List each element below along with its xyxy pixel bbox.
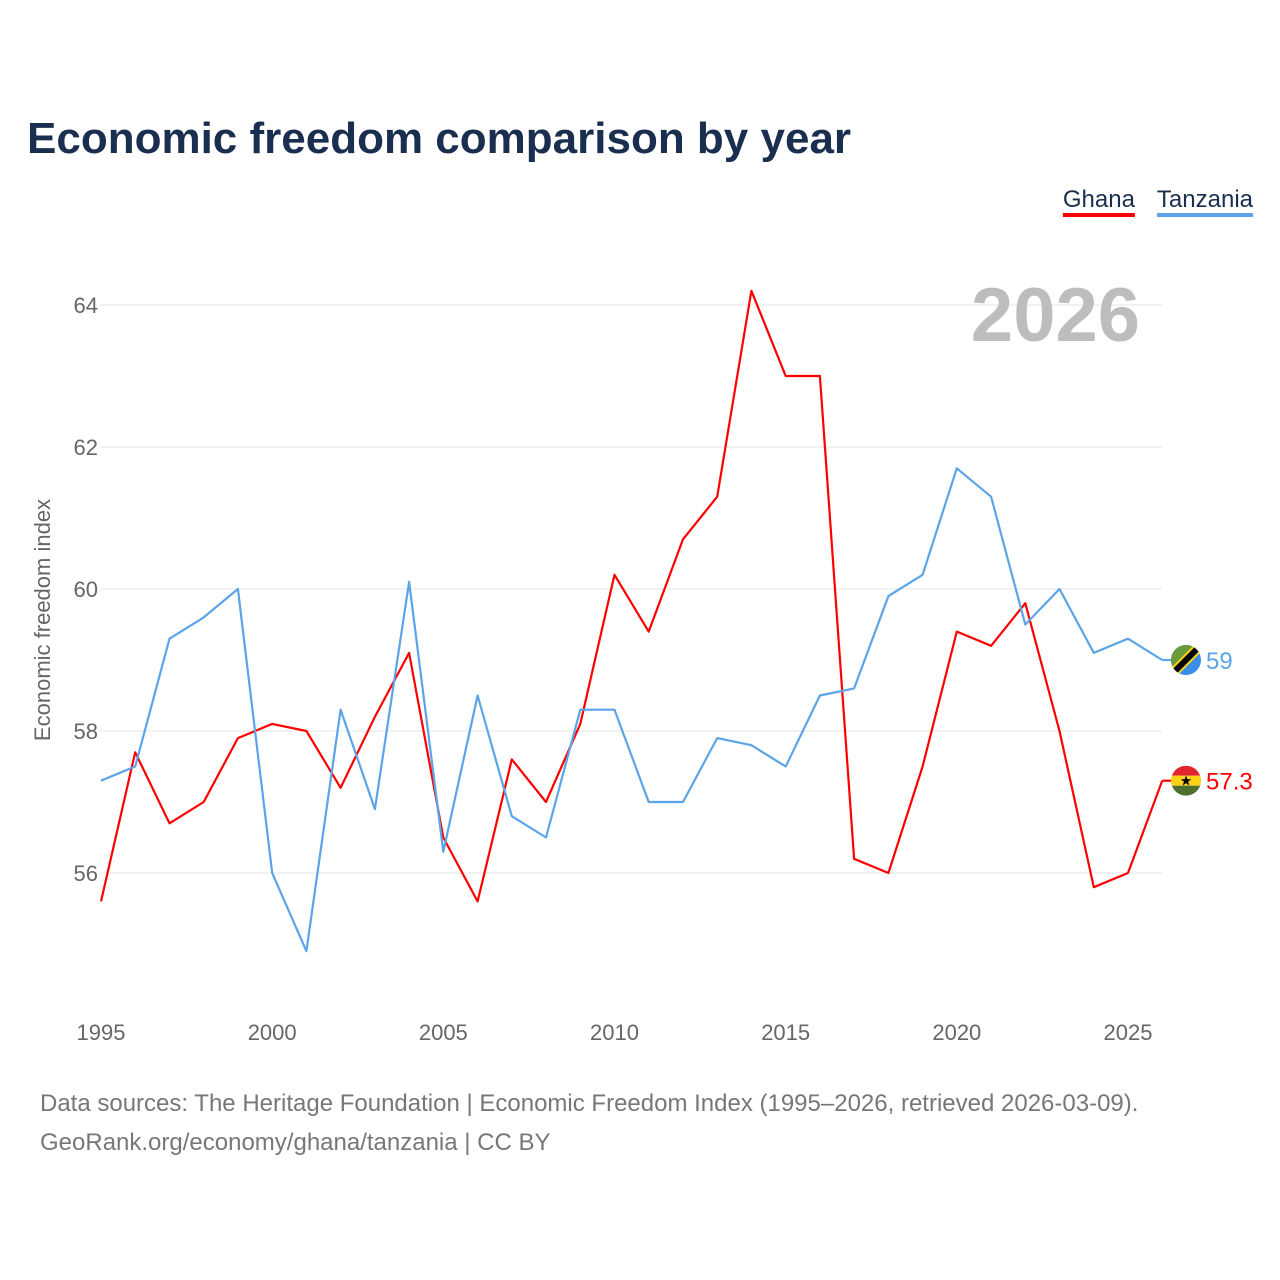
x-tick-label: 2005 bbox=[419, 1020, 468, 1045]
x-tick-label: 2000 bbox=[248, 1020, 297, 1045]
flag-body bbox=[1171, 645, 1201, 675]
y-tick-label: 62 bbox=[74, 435, 98, 460]
x-ticks: 1995 2000 2005 2010 2015 2020 2025 bbox=[77, 1020, 1153, 1045]
tanzania-flag-icon bbox=[1171, 645, 1201, 675]
ghana-flag-icon: ★ bbox=[1171, 765, 1201, 796]
y-tick-label: 58 bbox=[74, 719, 98, 744]
flag-green-band bbox=[1171, 785, 1201, 796]
x-tick-label: 2010 bbox=[590, 1020, 639, 1045]
x-tick-label: 2025 bbox=[1104, 1020, 1153, 1045]
end-value-label-ghana: 57.3 bbox=[1206, 769, 1253, 796]
legend-item-ghana: Ghana bbox=[1063, 186, 1136, 213]
x-tick-label: 2015 bbox=[761, 1020, 810, 1045]
flag-red-band bbox=[1171, 765, 1201, 776]
y-axis-label: Economic freedom index bbox=[30, 499, 55, 741]
source-line-2: GeoRank.org/economy/ghana/tanzania | CC … bbox=[40, 1129, 551, 1156]
flag-yellow-band bbox=[1171, 775, 1201, 786]
y-tick-label: 60 bbox=[74, 577, 98, 602]
chart-title: Economic freedom comparison by year bbox=[27, 114, 851, 163]
x-tick-label: 1995 bbox=[77, 1020, 126, 1045]
y-tick-label: 64 bbox=[74, 293, 98, 318]
series-line-ghana bbox=[99, 289, 1164, 903]
end-value-label-tanzania: 59 bbox=[1206, 648, 1233, 675]
flag-star: ★ bbox=[1180, 773, 1193, 789]
legend-swatch bbox=[1062, 213, 1135, 217]
series-lines: ★ 57.3 59 bbox=[99, 289, 1253, 953]
legend-swatch bbox=[1156, 213, 1253, 217]
gridlines: 56 58 60 62 64 bbox=[74, 293, 1162, 886]
year-watermark: 2026 bbox=[971, 273, 1140, 358]
legend-item-tanzania: Tanzania bbox=[1157, 186, 1254, 213]
flag-body: ★ bbox=[1171, 765, 1201, 796]
source-line-1: Data sources: The Heritage Foundation | … bbox=[40, 1090, 1138, 1117]
series-line-tanzania bbox=[100, 467, 1163, 953]
y-tick-label: 56 bbox=[74, 861, 98, 886]
x-tick-label: 2020 bbox=[932, 1020, 981, 1045]
legend: Tanzania Ghana bbox=[1062, 186, 1254, 217]
